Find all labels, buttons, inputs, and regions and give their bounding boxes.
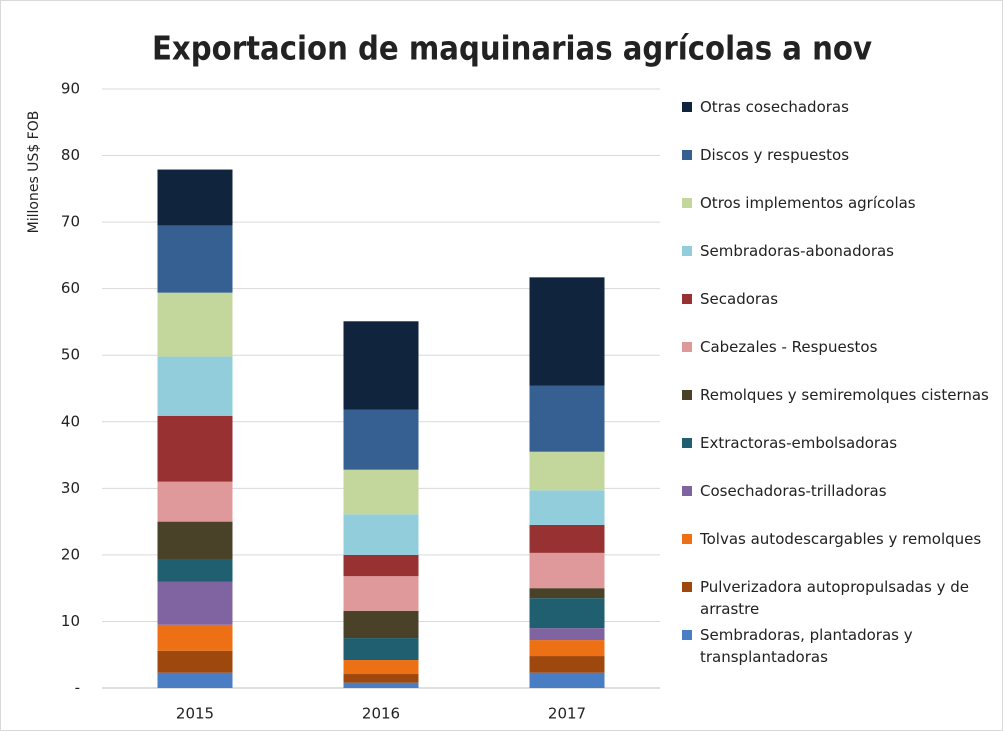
- legend-swatch: [682, 150, 692, 160]
- legend-item: Cabezales - Respuestos: [682, 336, 1000, 358]
- legend-label: Cabezales - Respuestos: [700, 338, 878, 356]
- bar-segment: [529, 451, 605, 491]
- legend-swatch: [682, 246, 692, 256]
- legend-swatch: [682, 342, 692, 352]
- x-tick-label: 2016: [362, 705, 400, 723]
- bar-segment: [157, 415, 233, 482]
- bar-segment: [529, 277, 605, 386]
- legend-item: Remolques y semiremolques cisternas: [682, 384, 1000, 406]
- bar-segment: [529, 640, 605, 657]
- legend-item: Otras cosechadoras: [682, 96, 1000, 118]
- bar-segment: [157, 624, 233, 651]
- legend-label: Remolques y semiremolques cisternas: [700, 386, 989, 404]
- bar-segment: [157, 672, 233, 688]
- bar-segment: [343, 409, 419, 470]
- legend-item: Tolvas autodescargables y remolques: [682, 528, 1000, 550]
- x-tick-label: 2017: [548, 705, 586, 723]
- bar-segment: [529, 552, 605, 589]
- legend-label: Tolvas autodescargables y remolques: [700, 530, 982, 548]
- y-tick-label: 40: [61, 412, 80, 430]
- legend-label: Pulverizadora autopropulsadas y de arras…: [700, 578, 969, 618]
- bar-segment: [157, 292, 233, 357]
- y-tick-label: 70: [61, 213, 80, 231]
- y-tick-label: 20: [61, 545, 80, 563]
- y-tick-label: 10: [61, 612, 80, 630]
- legend-swatch: [682, 582, 692, 592]
- legend-swatch: [682, 534, 692, 544]
- y-tick-label: 80: [61, 146, 80, 164]
- bar-segment: [343, 554, 419, 577]
- legend-swatch: [682, 486, 692, 496]
- legend-item: Secadoras: [682, 288, 1000, 310]
- y-tick-label: -: [75, 679, 80, 697]
- y-tick-label: 90: [61, 80, 80, 98]
- legend-item: Sembradoras-abonadoras: [682, 240, 1000, 262]
- bar-segment: [157, 581, 233, 625]
- legend-label: Secadoras: [700, 290, 779, 308]
- bar-segment: [529, 524, 605, 553]
- chart-title: Exportacion de maquinarias agrícolas a n…: [152, 29, 872, 68]
- legend-item: Extractoras-embolsadoras: [682, 432, 1000, 454]
- bar-segment: [343, 610, 419, 639]
- bar-segment: [157, 481, 233, 522]
- bar-segment: [529, 672, 605, 688]
- bar-segment: [529, 598, 605, 629]
- bar-segment: [157, 225, 233, 293]
- bar-segment: [157, 521, 233, 560]
- legend-item: Cosechadoras-trilladoras: [682, 480, 1000, 502]
- legend-item: Discos y respuestos: [682, 144, 1000, 166]
- bar-segment: [343, 514, 419, 555]
- x-tick-label: 2015: [176, 705, 214, 723]
- bar-segment: [529, 656, 605, 673]
- bar-segment: [157, 356, 233, 416]
- bar-segment: [343, 682, 419, 688]
- y-tick-label: 50: [61, 346, 80, 364]
- bar-segment: [157, 169, 233, 226]
- legend-item: Sembradoras, plantadoras y transplantado…: [682, 624, 1000, 668]
- bar-segment: [529, 385, 605, 452]
- legend-swatch: [682, 294, 692, 304]
- y-tick-label: 60: [61, 279, 80, 297]
- legend-label: Sembradoras, plantadoras y transplantado…: [700, 626, 913, 666]
- bar-segment: [343, 469, 419, 515]
- legend-label: Otros implementos agrícolas: [700, 194, 916, 212]
- legend-swatch: [682, 630, 692, 640]
- legend-label: Cosechadoras-trilladoras: [700, 482, 887, 500]
- bar-segment: [157, 559, 233, 582]
- legend-swatch: [682, 438, 692, 448]
- legend-label: Discos y respuestos: [700, 146, 850, 164]
- bar-segment: [343, 638, 419, 661]
- legend-label: Otras cosechadoras: [700, 98, 849, 116]
- legend-swatch: [682, 198, 692, 208]
- legend-label: Sembradoras-abonadoras: [700, 242, 894, 260]
- bar-segment: [157, 650, 233, 673]
- bar-segment: [529, 490, 605, 525]
- bar-segment: [343, 576, 419, 611]
- bar-segment: [343, 321, 419, 410]
- legend-label: Extractoras-embolsadoras: [700, 434, 898, 452]
- bar-segment: [343, 674, 419, 683]
- y-tick-label: 30: [61, 479, 80, 497]
- legend-swatch: [682, 390, 692, 400]
- legend-item: Pulverizadora autopropulsadas y de arras…: [682, 576, 1000, 620]
- bar-segment: [529, 588, 605, 599]
- bar-segment: [343, 660, 419, 675]
- bar-segment: [529, 628, 605, 641]
- legend-swatch: [682, 102, 692, 112]
- legend-item: Otros implementos agrícolas: [682, 192, 1000, 214]
- y-axis-label: Millones US$ FOB: [26, 111, 42, 234]
